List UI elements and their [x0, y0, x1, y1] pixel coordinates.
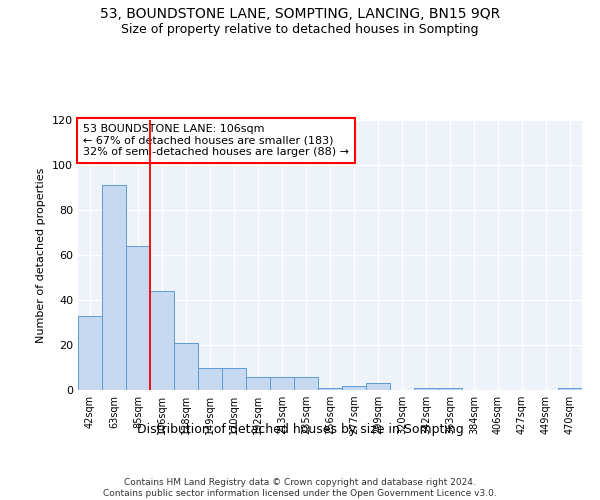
Bar — [270, 376, 294, 390]
Bar — [414, 388, 438, 390]
Bar — [438, 388, 462, 390]
Bar — [318, 388, 342, 390]
Bar — [126, 246, 150, 390]
Y-axis label: Number of detached properties: Number of detached properties — [37, 168, 46, 342]
Bar — [150, 291, 174, 390]
Bar — [198, 368, 222, 390]
Bar — [78, 316, 102, 390]
Bar — [366, 383, 390, 390]
Text: Size of property relative to detached houses in Sompting: Size of property relative to detached ho… — [121, 22, 479, 36]
Bar — [174, 343, 198, 390]
Text: Contains HM Land Registry data © Crown copyright and database right 2024.
Contai: Contains HM Land Registry data © Crown c… — [103, 478, 497, 498]
Bar — [222, 368, 246, 390]
Text: 53, BOUNDSTONE LANE, SOMPTING, LANCING, BN15 9QR: 53, BOUNDSTONE LANE, SOMPTING, LANCING, … — [100, 8, 500, 22]
Text: 53 BOUNDSTONE LANE: 106sqm
← 67% of detached houses are smaller (183)
32% of sem: 53 BOUNDSTONE LANE: 106sqm ← 67% of deta… — [83, 124, 349, 157]
Bar — [342, 386, 366, 390]
Bar — [102, 185, 126, 390]
Bar — [246, 376, 270, 390]
Bar — [294, 376, 318, 390]
Bar — [558, 388, 582, 390]
Text: Distribution of detached houses by size in Sompting: Distribution of detached houses by size … — [137, 422, 463, 436]
